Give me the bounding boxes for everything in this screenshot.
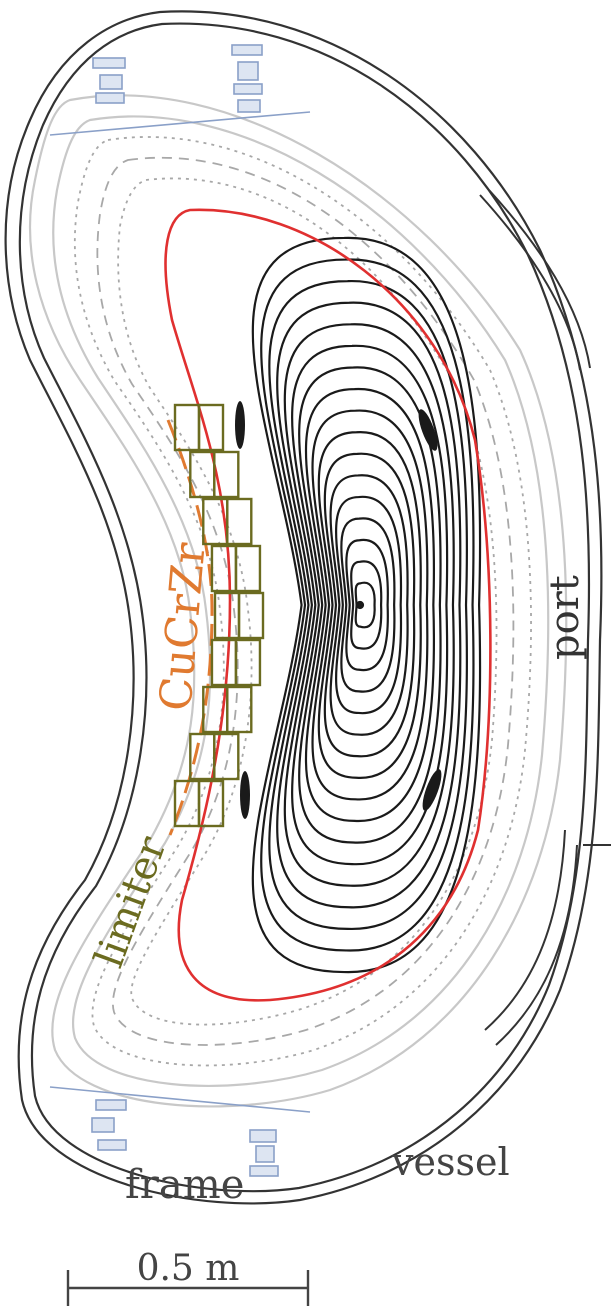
flux-surface	[268, 280, 468, 930]
flux-surface	[350, 560, 383, 650]
limiter-tile	[213, 450, 240, 499]
closed-flux-surfaces	[251, 236, 482, 974]
scale-bar	[66, 1270, 310, 1306]
flux-surface	[311, 409, 429, 801]
flux-surface	[304, 387, 436, 823]
flux-surface	[323, 452, 416, 758]
scrape-off-surfaces	[28, 94, 568, 1108]
limiter-tile	[197, 779, 225, 828]
vessel-wall	[4, 10, 603, 1205]
cucrzr-arc	[166, 419, 214, 836]
magnetic-axis	[355, 600, 365, 610]
limiter-tile	[226, 497, 253, 546]
flux-surface	[283, 323, 455, 887]
limiter-tile	[226, 685, 253, 734]
flux-surface	[345, 539, 389, 671]
flux-surface	[354, 581, 376, 629]
limiter-tile	[234, 544, 262, 593]
limiter-tile	[213, 732, 240, 781]
flux-surface	[290, 344, 449, 866]
coil-blocks	[91, 44, 279, 1177]
limiter-tile	[173, 403, 201, 452]
flux-surface	[340, 517, 396, 693]
flux-surface	[298, 366, 442, 844]
flux-surface	[335, 495, 403, 715]
flux-surface	[329, 474, 409, 736]
limiter-tiles	[173, 403, 265, 828]
island-blobs	[235, 401, 442, 819]
separatrix	[164, 208, 492, 1002]
limiter-tile	[197, 403, 225, 452]
flux-surface	[260, 258, 475, 952]
limiter-tile	[234, 638, 262, 687]
port-wall	[479, 189, 611, 1046]
flux-surface	[317, 431, 422, 779]
flux-surface	[276, 301, 462, 909]
coil-plane-lines	[49, 111, 311, 1113]
flux-surface	[251, 236, 482, 974]
frame-label: frame	[125, 1162, 244, 1208]
scale-label: 0.5 m	[137, 1248, 240, 1289]
port-label: port	[542, 575, 588, 660]
limiter-tile	[237, 591, 265, 640]
limiter-tile	[210, 544, 238, 593]
vessel-label: vessel	[391, 1140, 510, 1184]
